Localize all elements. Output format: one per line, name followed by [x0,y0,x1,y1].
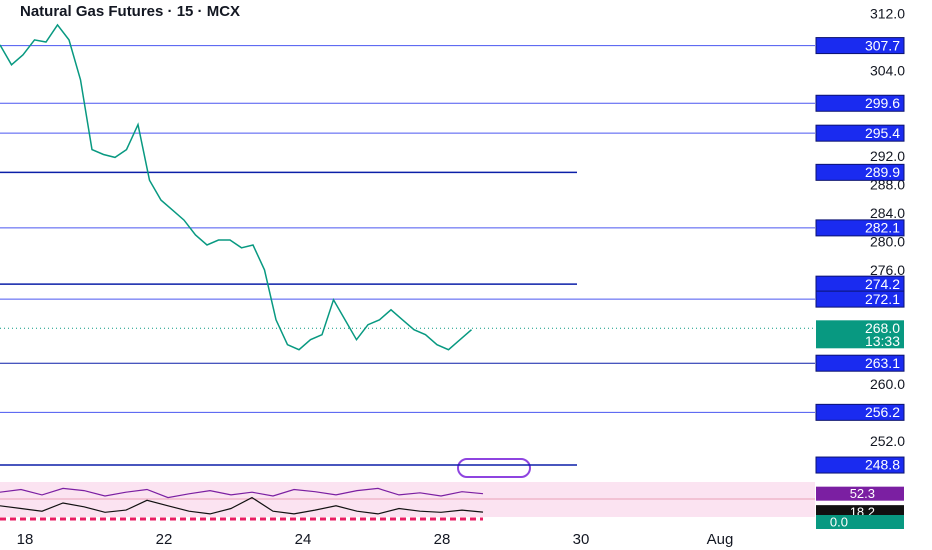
y-tick-label: 312.0 [870,6,905,22]
x-tick-label: 18 [17,531,34,548]
level-label: 295.4 [865,125,900,141]
level-label-box [815,94,905,112]
indicator-label-box [816,486,904,501]
y-tick-label: 304.0 [870,63,905,79]
price-line [0,23,472,351]
level-label-box [815,37,905,55]
y-tick-label: 280.0 [870,234,905,250]
level-label-box [815,290,905,308]
level-label: 272.1 [865,291,900,307]
last-price-label: 268.0 [865,320,900,336]
level-label-box [815,219,905,237]
chart-title: Natural Gas Futures · 15 · MCX [20,3,240,20]
level-label-box [815,456,905,474]
level-label-box [815,163,905,181]
x-tick-label: 22 [156,531,173,548]
replay-icon[interactable] [457,458,531,478]
indicator-line [0,496,484,515]
x-tick-label: 30 [573,531,590,548]
indicator-line [0,487,484,499]
level-label-box [815,403,905,421]
level-label-box [815,354,905,372]
level-label: 282.1 [865,220,900,236]
level-label: 307.7 [865,37,900,53]
indicator-zero-box [816,515,904,529]
indicator-zero-label: 0.0 [830,514,848,529]
last-price-box [816,320,904,349]
y-tick-label: 260.0 [870,376,905,392]
x-tick-label: 24 [295,531,312,548]
indicator-label: 52.3 [850,486,875,501]
level-label: 299.6 [865,95,900,111]
x-tick-label: Aug [707,531,734,548]
level-label: 274.2 [865,276,900,292]
y-tick-label: 252.0 [870,433,905,449]
level-label: 289.9 [865,164,900,180]
y-tick-label: 292.0 [870,148,905,164]
y-tick-label: 276.0 [870,262,905,278]
y-tick-label: 284.0 [870,205,905,221]
x-tick-label: 28 [434,531,451,548]
level-label-box [815,124,905,142]
level-label: 256.2 [865,404,900,420]
level-label: 248.8 [865,457,900,473]
countdown: 13:33 [865,333,900,349]
level-label: 263.1 [865,355,900,371]
